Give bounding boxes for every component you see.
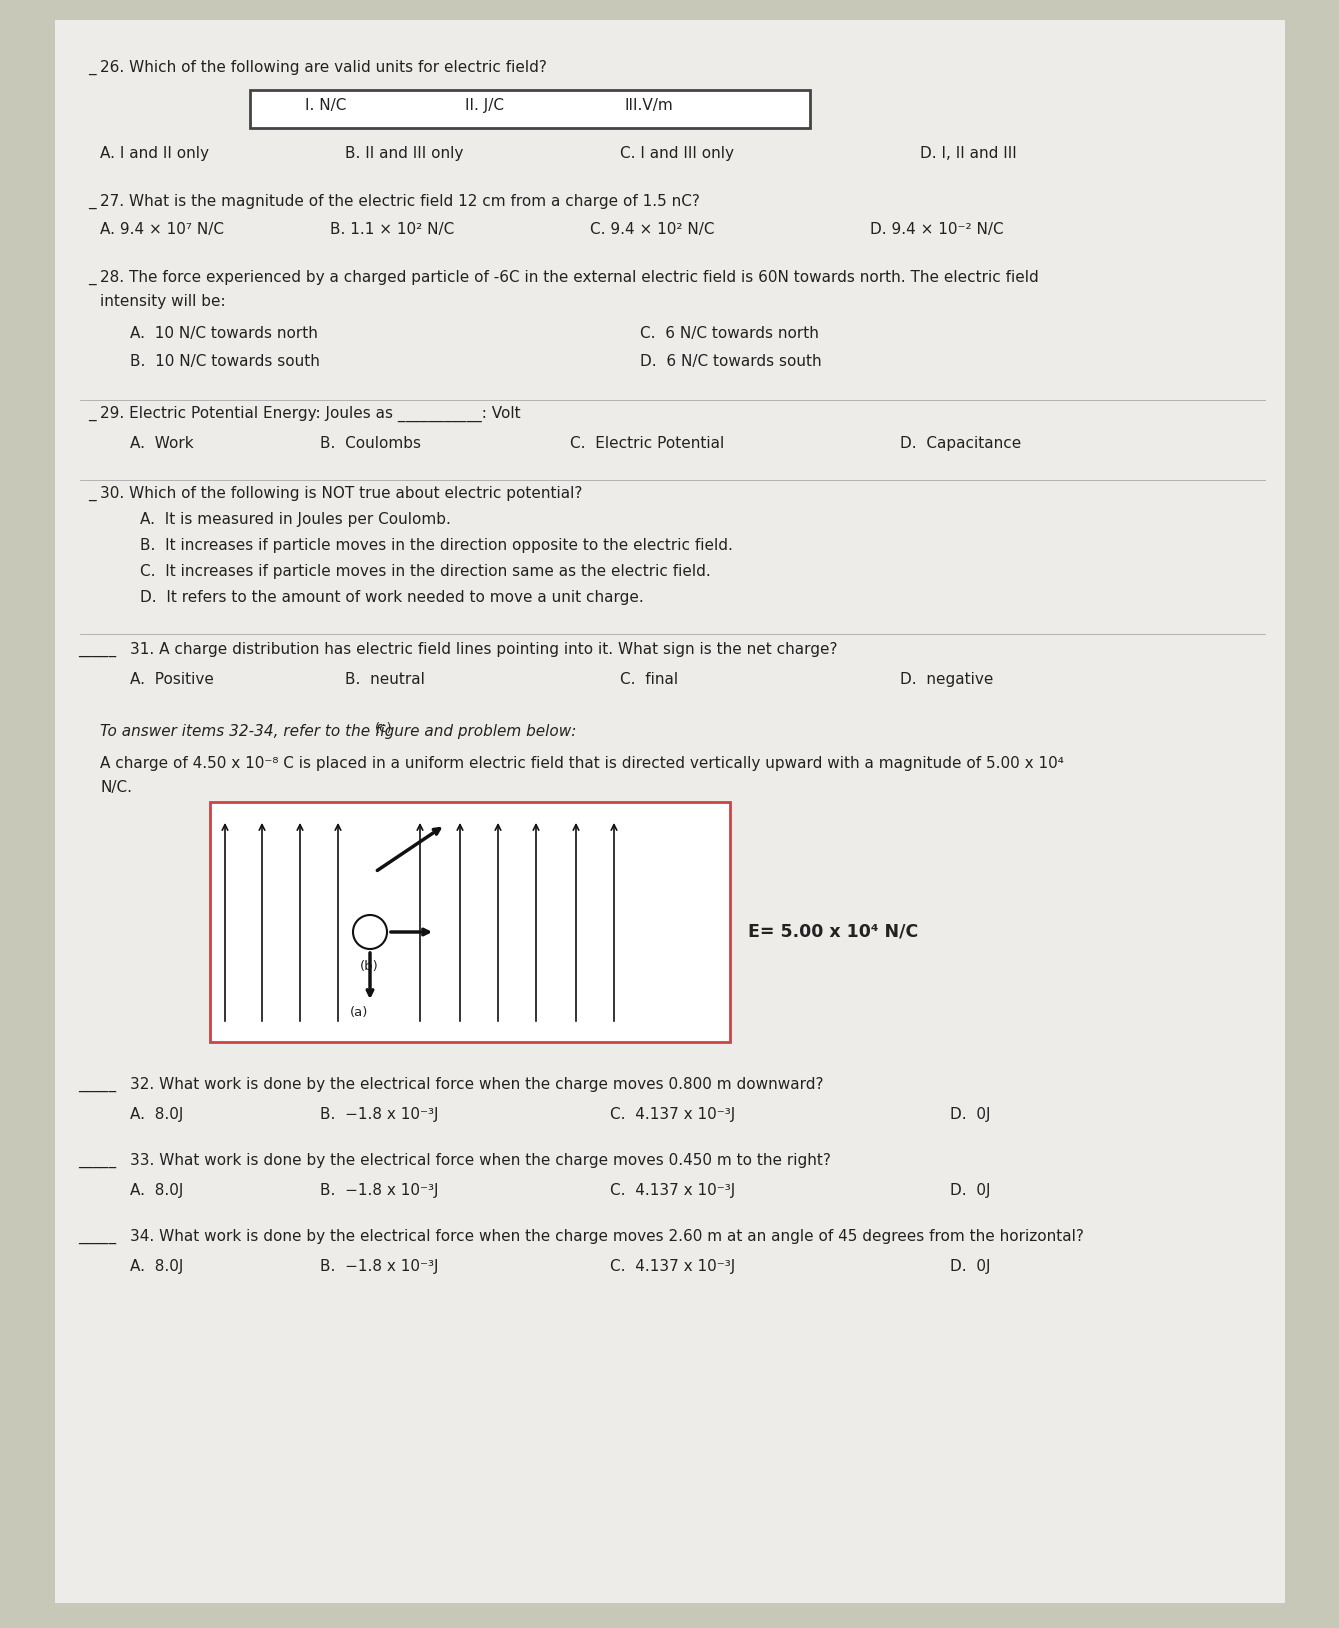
Text: A.  8.0J: A. 8.0J xyxy=(130,1258,183,1275)
Text: III.V/m: III.V/m xyxy=(625,98,674,112)
Text: D.  negative: D. negative xyxy=(900,672,994,687)
Text: _____: _____ xyxy=(78,1078,116,1092)
Text: B.  −1.8 x 10⁻³J: B. −1.8 x 10⁻³J xyxy=(320,1184,438,1198)
Text: 30. Which of the following is NOT true about electric potential?: 30. Which of the following is NOT true a… xyxy=(100,487,582,501)
Text: A. I and II only: A. I and II only xyxy=(100,147,209,161)
Text: A.  8.0J: A. 8.0J xyxy=(130,1184,183,1198)
Text: _____: _____ xyxy=(78,641,116,658)
Text: _: _ xyxy=(88,487,95,501)
Text: D.  6 N/C towards south: D. 6 N/C towards south xyxy=(640,353,822,370)
Text: D.  0J: D. 0J xyxy=(949,1258,991,1275)
Text: B.  −1.8 x 10⁻³J: B. −1.8 x 10⁻³J xyxy=(320,1107,438,1122)
Text: D. I, II and III: D. I, II and III xyxy=(920,147,1016,161)
Text: To answer items 32-34, refer to the figure and problem below:: To answer items 32-34, refer to the figu… xyxy=(100,724,576,739)
Text: D.  0J: D. 0J xyxy=(949,1184,991,1198)
Text: B.  Coulombs: B. Coulombs xyxy=(320,436,420,451)
Text: C.  It increases if particle moves in the direction same as the electric field.: C. It increases if particle moves in the… xyxy=(141,563,711,580)
Text: N/C.: N/C. xyxy=(100,780,133,794)
Text: _: _ xyxy=(88,60,95,75)
Text: 27. What is the magnitude of the electric field 12 cm from a charge of 1.5 nC?: 27. What is the magnitude of the electri… xyxy=(100,194,700,208)
Text: _: _ xyxy=(88,194,95,208)
Bar xyxy=(250,90,810,129)
Circle shape xyxy=(353,915,387,949)
Text: B.  10 N/C towards south: B. 10 N/C towards south xyxy=(130,353,320,370)
Text: D.  Capacitance: D. Capacitance xyxy=(900,436,1022,451)
Text: C.  final: C. final xyxy=(620,672,678,687)
Text: II. J/C: II. J/C xyxy=(465,98,503,112)
Text: D. 9.4 × 10⁻² N/C: D. 9.4 × 10⁻² N/C xyxy=(870,221,1004,238)
Text: 26. Which of the following are valid units for electric field?: 26. Which of the following are valid uni… xyxy=(100,60,546,75)
Text: E= 5.00 x 10⁴ N/C: E= 5.00 x 10⁴ N/C xyxy=(749,921,919,939)
Text: C. 9.4 × 10² N/C: C. 9.4 × 10² N/C xyxy=(590,221,715,238)
Text: 34. What work is done by the electrical force when the charge moves 2.60 m at an: 34. What work is done by the electrical … xyxy=(130,1229,1083,1244)
Text: (c): (c) xyxy=(375,721,392,734)
Text: _: _ xyxy=(88,270,95,285)
Text: _____: _____ xyxy=(78,1153,116,1167)
Text: C.  4.137 x 10⁻³J: C. 4.137 x 10⁻³J xyxy=(611,1184,735,1198)
Text: 32. What work is done by the electrical force when the charge moves 0.800 m down: 32. What work is done by the electrical … xyxy=(130,1078,823,1092)
Text: C.  6 N/C towards north: C. 6 N/C towards north xyxy=(640,326,819,340)
Text: _: _ xyxy=(88,405,95,422)
Text: (a): (a) xyxy=(349,1006,368,1019)
Text: (b): (b) xyxy=(360,961,379,974)
Text: 28. The force experienced by a charged particle of -6C in the external electric : 28. The force experienced by a charged p… xyxy=(100,270,1039,285)
Text: C. I and III only: C. I and III only xyxy=(620,147,734,161)
Text: A.  Positive: A. Positive xyxy=(130,672,214,687)
Text: B.  It increases if particle moves in the direction opposite to the electric fie: B. It increases if particle moves in the… xyxy=(141,537,732,554)
Text: 33. What work is done by the electrical force when the charge moves 0.450 m to t: 33. What work is done by the electrical … xyxy=(130,1153,832,1167)
Text: A.  Work: A. Work xyxy=(130,436,194,451)
Text: D.  0J: D. 0J xyxy=(949,1107,991,1122)
Text: C.  4.137 x 10⁻³J: C. 4.137 x 10⁻³J xyxy=(611,1258,735,1275)
Text: C.  Electric Potential: C. Electric Potential xyxy=(570,436,724,451)
Text: A.  10 N/C towards north: A. 10 N/C towards north xyxy=(130,326,317,340)
Text: C.  4.137 x 10⁻³J: C. 4.137 x 10⁻³J xyxy=(611,1107,735,1122)
Bar xyxy=(210,803,730,1042)
Text: B. 1.1 × 10² N/C: B. 1.1 × 10² N/C xyxy=(329,221,454,238)
Text: _____: _____ xyxy=(78,1229,116,1244)
Text: A.  It is measured in Joules per Coulomb.: A. It is measured in Joules per Coulomb. xyxy=(141,511,451,527)
Text: intensity will be:: intensity will be: xyxy=(100,295,226,309)
Text: 29. Electric Potential Energy: Joules as ___________: Volt: 29. Electric Potential Energy: Joules as… xyxy=(100,405,521,422)
Text: B.  neutral: B. neutral xyxy=(345,672,424,687)
Text: D.  It refers to the amount of work needed to move a unit charge.: D. It refers to the amount of work neede… xyxy=(141,589,644,606)
Text: B. II and III only: B. II and III only xyxy=(345,147,463,161)
Text: B.  −1.8 x 10⁻³J: B. −1.8 x 10⁻³J xyxy=(320,1258,438,1275)
Text: A.  8.0J: A. 8.0J xyxy=(130,1107,183,1122)
Text: 31. A charge distribution has electric field lines pointing into it. What sign i: 31. A charge distribution has electric f… xyxy=(130,641,837,658)
Text: A. 9.4 × 10⁷ N/C: A. 9.4 × 10⁷ N/C xyxy=(100,221,224,238)
Text: I. N/C: I. N/C xyxy=(305,98,347,112)
Text: A charge of 4.50 x 10⁻⁸ C is placed in a uniform electric field that is directed: A charge of 4.50 x 10⁻⁸ C is placed in a… xyxy=(100,755,1065,772)
